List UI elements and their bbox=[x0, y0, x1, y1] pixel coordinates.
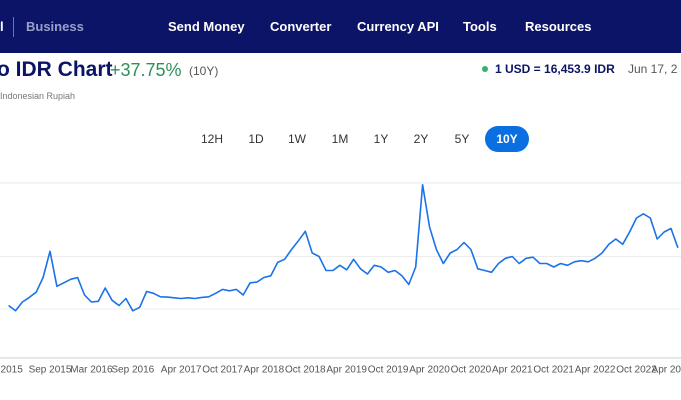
x-tick-label: Apr 2017 bbox=[161, 365, 202, 376]
separator bbox=[13, 17, 14, 37]
range-button[interactable]: 1M bbox=[331, 132, 349, 146]
range-button[interactable]: 1D bbox=[248, 132, 264, 146]
nav-item[interactable]: Resources bbox=[525, 19, 592, 34]
x-tick-label: Sep 2016 bbox=[111, 365, 154, 376]
x-tick-label: Mar 2016 bbox=[70, 365, 113, 376]
change: +37.75% bbox=[110, 60, 182, 80]
x-tick-label: Apr 20 bbox=[652, 365, 681, 376]
x-tick-label: Apr 2021 bbox=[492, 365, 533, 376]
brand[interactable]: l bbox=[0, 19, 4, 34]
subtitle: Indonesian Rupiah bbox=[0, 91, 76, 101]
x-tick-label: Oct 2018 bbox=[285, 365, 326, 376]
x-tick-label: Apr 2019 bbox=[326, 365, 367, 376]
range-button[interactable]: 1Y bbox=[373, 132, 389, 146]
x-tick-label: Apr 2020 bbox=[409, 365, 450, 376]
x-tick-label: Oct 2021 bbox=[533, 365, 574, 376]
range-button[interactable]: 2Y bbox=[413, 132, 429, 146]
x-tick-label: Oct 2022 bbox=[616, 365, 657, 376]
page-title: o IDR Chart bbox=[0, 58, 113, 81]
x-tick-label: Oct 2017 bbox=[202, 365, 243, 376]
x-tick-label: Oct 2020 bbox=[451, 365, 492, 376]
x-tick-label: r 2015 bbox=[0, 365, 23, 376]
range-button[interactable]: 5Y bbox=[454, 132, 470, 146]
x-tick-label: Apr 2018 bbox=[244, 365, 285, 376]
section[interactable]: Business bbox=[26, 19, 84, 34]
nav-item[interactable]: Tools bbox=[463, 19, 497, 34]
range-button[interactable]: 1W bbox=[288, 132, 306, 146]
live-dot bbox=[482, 66, 488, 72]
nav-item[interactable]: Converter bbox=[270, 19, 332, 34]
range-button[interactable]: 12H bbox=[200, 132, 223, 146]
period: (10Y) bbox=[189, 64, 219, 78]
x-tick-label: Apr 2022 bbox=[575, 365, 616, 376]
nav-item[interactable]: Currency API bbox=[357, 19, 439, 34]
date: Jun 17, 2 bbox=[628, 62, 678, 76]
navbar: l Business Send Money Converter Currency… bbox=[0, 0, 681, 53]
range-button[interactable]: 10Y bbox=[485, 126, 529, 152]
rate-line bbox=[8, 184, 679, 312]
x-tick-label: Sep 2015 bbox=[29, 365, 72, 376]
nav-item[interactable]: Send Money bbox=[168, 19, 245, 34]
rate: 1 USD = 16,453.9 IDR bbox=[495, 62, 615, 76]
x-tick-label: Oct 2019 bbox=[368, 365, 409, 376]
